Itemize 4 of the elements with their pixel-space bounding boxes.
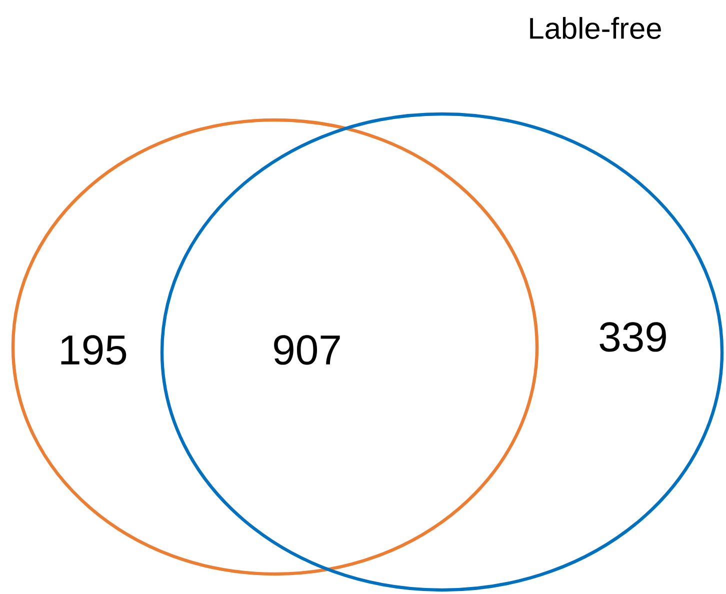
data-label: 195	[61, 335, 126, 365]
text: Lable-free	[530, 17, 661, 39]
data-label: 339	[600, 322, 666, 352]
data-label: 907	[274, 335, 340, 365]
